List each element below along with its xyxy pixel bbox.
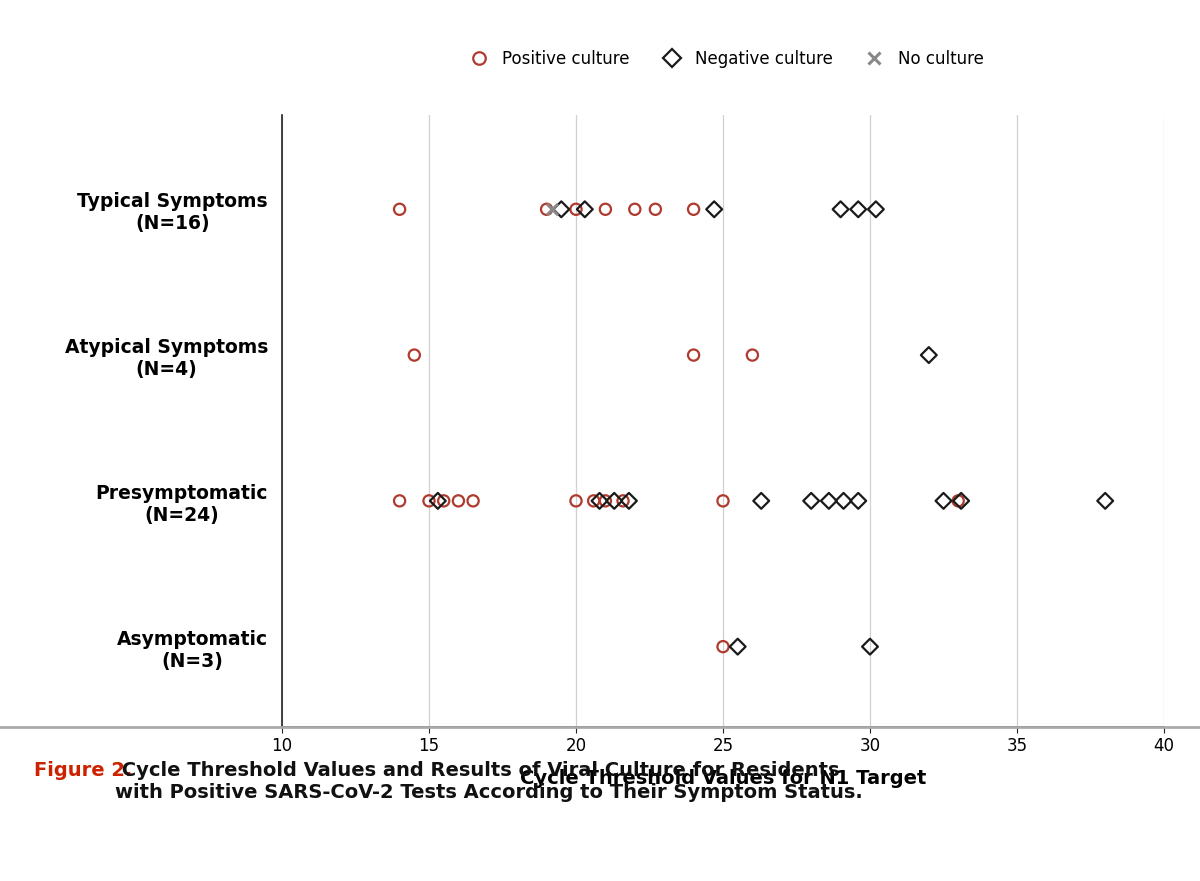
Point (848, 494, 868, 508)
Point (404, 348, 424, 362)
Point (743, 348, 762, 362)
Point (684, 348, 703, 362)
Point (420, 494, 439, 508)
Point (684, 203, 703, 217)
Point (390, 203, 409, 217)
Point (619, 494, 638, 508)
Point (542, 203, 562, 217)
Point (802, 494, 821, 508)
Point (834, 494, 853, 508)
Point (575, 203, 594, 217)
Point (830, 203, 850, 217)
Point (463, 494, 482, 508)
Point (449, 494, 468, 508)
Point (934, 494, 953, 508)
Point (713, 640, 732, 654)
Point (728, 640, 748, 654)
Text: Cycle Threshold Values and Results of Viral Culture for Residents
with Positive : Cycle Threshold Values and Results of Vi… (115, 761, 863, 802)
Point (590, 494, 610, 508)
Text: Figure 2.: Figure 2. (34, 761, 132, 780)
Point (538, 203, 557, 217)
Point (613, 494, 632, 508)
Point (596, 494, 616, 508)
Point (596, 203, 616, 217)
Point (713, 494, 732, 508)
Point (919, 348, 938, 362)
Point (390, 494, 409, 508)
Point (605, 494, 624, 508)
Point (552, 203, 571, 217)
Point (1096, 494, 1115, 508)
X-axis label: Cycle Threshold Values for N1 Target: Cycle Threshold Values for N1 Target (520, 769, 926, 788)
Point (866, 203, 886, 217)
Point (434, 494, 454, 508)
Point (566, 494, 586, 508)
Legend: Positive culture, Negative culture, No culture: Positive culture, Negative culture, No c… (456, 43, 990, 75)
Point (820, 494, 839, 508)
Point (646, 203, 665, 217)
Point (948, 494, 967, 508)
Point (848, 203, 868, 217)
Point (428, 494, 448, 508)
Point (704, 203, 724, 217)
Point (584, 494, 604, 508)
Point (952, 494, 971, 508)
Point (625, 203, 644, 217)
Point (860, 640, 880, 654)
Point (751, 494, 770, 508)
Point (566, 203, 586, 217)
